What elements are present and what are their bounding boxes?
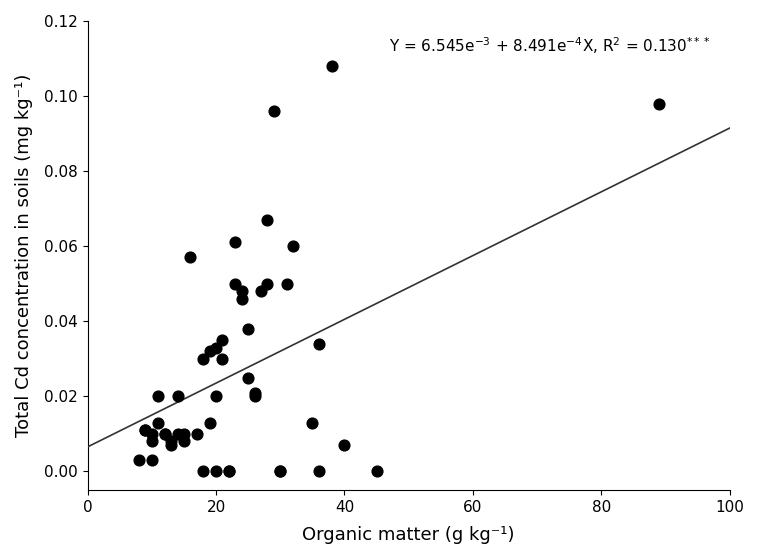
Point — [223, 467, 235, 476]
Point — [178, 429, 190, 438]
Point — [242, 373, 254, 382]
Point — [326, 61, 338, 70]
Y-axis label: Total Cd concentration in soils (mg kg⁻¹): Total Cd concentration in soils (mg kg⁻¹… — [15, 74, 33, 437]
Point — [210, 392, 222, 401]
Point — [274, 467, 286, 476]
Point — [178, 437, 190, 446]
Point — [165, 437, 177, 446]
Point — [197, 354, 209, 363]
Point — [159, 429, 171, 438]
Point — [274, 467, 286, 476]
Point — [268, 107, 280, 116]
Text: Y = 6.545e$^{-3}$ + 8.491e$^{-4}$X, R$^{2}$ = 0.130$^{***}$: Y = 6.545e$^{-3}$ + 8.491e$^{-4}$X, R$^{… — [389, 35, 710, 56]
Point — [236, 294, 248, 303]
Point — [248, 392, 260, 401]
Point — [216, 335, 228, 344]
Point — [313, 339, 325, 348]
Point — [307, 418, 319, 427]
Point — [236, 287, 248, 296]
Point — [172, 392, 184, 401]
Point — [287, 241, 299, 250]
Point — [210, 343, 222, 352]
Point — [313, 467, 325, 476]
Point — [203, 347, 216, 356]
Point — [191, 429, 203, 438]
Point — [184, 253, 197, 262]
Point — [140, 425, 152, 434]
Point — [153, 418, 165, 427]
Point — [653, 99, 665, 108]
Point — [146, 437, 158, 446]
Point — [140, 425, 152, 434]
Point — [281, 280, 293, 288]
Point — [216, 354, 228, 363]
Point — [159, 429, 171, 438]
Point — [197, 467, 209, 476]
Point — [133, 456, 145, 465]
Point — [146, 429, 158, 438]
Point — [229, 238, 241, 247]
Point — [370, 467, 383, 476]
Point — [165, 440, 177, 449]
Point — [248, 388, 260, 397]
Point — [261, 280, 273, 288]
Point — [255, 287, 267, 296]
Point — [339, 440, 351, 449]
Point — [203, 418, 216, 427]
Point — [146, 456, 158, 465]
Point — [210, 467, 222, 476]
Point — [229, 280, 241, 288]
Point — [261, 215, 273, 224]
Point — [223, 467, 235, 476]
Point — [153, 392, 165, 401]
Point — [242, 324, 254, 333]
Point — [172, 429, 184, 438]
X-axis label: Organic matter (g kg⁻¹): Organic matter (g kg⁻¹) — [302, 526, 515, 544]
